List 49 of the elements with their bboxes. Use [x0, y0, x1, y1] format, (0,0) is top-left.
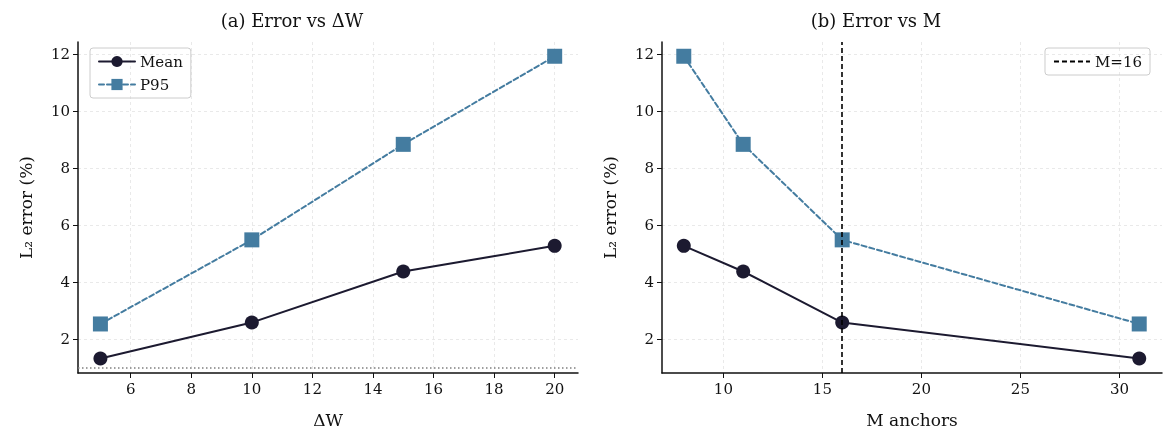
chart-title: (a) Error vs ΔW	[220, 9, 364, 31]
y-axis-title: L₂ error (%)	[599, 155, 620, 260]
point	[1131, 316, 1147, 332]
point	[547, 48, 563, 64]
legend-label: Mean	[140, 52, 184, 71]
y-tick-label: 6	[644, 216, 654, 235]
chart-title: (b) Error vs M	[810, 9, 942, 31]
point	[395, 136, 411, 152]
y-tick-label: 10	[634, 101, 654, 120]
x-tick-label: 16	[424, 379, 444, 398]
x-tick-label: 30	[1109, 379, 1129, 398]
x-tick-label: 15	[812, 379, 832, 398]
point	[676, 48, 692, 64]
point	[735, 136, 751, 152]
point	[676, 238, 691, 253]
point	[736, 264, 751, 279]
point	[93, 351, 108, 366]
y-tick-label: 4	[60, 273, 70, 292]
y-tick-label: 2	[60, 330, 70, 349]
y-tick-label: 10	[50, 101, 70, 120]
ref-line-label: M=16	[1094, 52, 1142, 71]
point	[244, 232, 260, 248]
point	[396, 264, 411, 279]
x-tick-label: 20	[911, 379, 931, 398]
y-tick-label: 12	[634, 44, 654, 63]
point	[547, 238, 562, 253]
point	[834, 232, 850, 248]
y-axis-title: L₂ error (%)	[15, 155, 36, 260]
x-axis-title: M anchors	[866, 409, 958, 430]
y-tick-label: 12	[50, 44, 70, 63]
point	[244, 315, 259, 330]
point	[92, 316, 108, 332]
y-tick-label: 4	[644, 273, 654, 292]
x-tick-label: 20	[545, 379, 565, 398]
x-tick-label: 25	[1010, 379, 1030, 398]
x-tick-label: 18	[484, 379, 504, 398]
y-tick-label: 8	[644, 159, 654, 178]
y-tick-label: 2	[644, 330, 654, 349]
x-tick-label: 10	[713, 379, 733, 398]
x-tick-label: 14	[363, 379, 383, 398]
x-axis-title: ΔW	[313, 409, 344, 430]
x-tick-label: 6	[125, 379, 136, 398]
x-tick-label: 8	[186, 379, 197, 398]
y-tick-label: 8	[60, 159, 70, 178]
x-tick-label: 10	[242, 379, 262, 398]
point	[1132, 351, 1147, 366]
y-tick-label: 6	[60, 216, 70, 235]
x-tick-label: 12	[302, 379, 322, 398]
legend-label: P95	[140, 75, 170, 94]
